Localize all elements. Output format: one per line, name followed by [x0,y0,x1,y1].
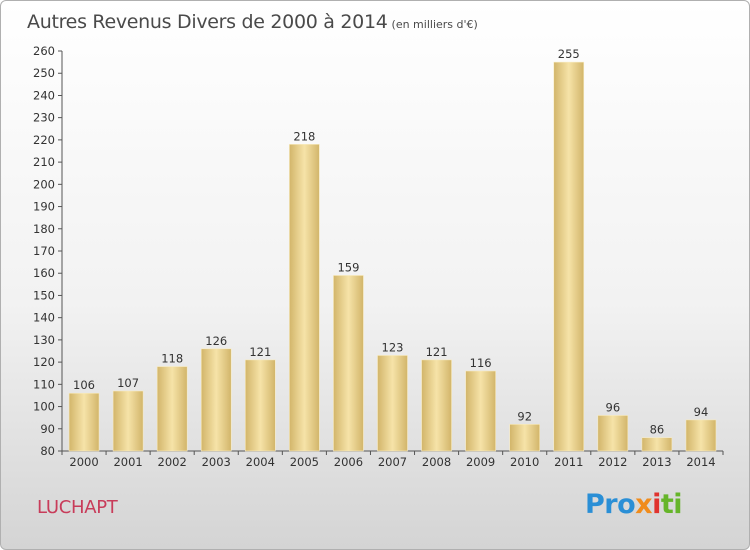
bar-value-label: 96 [606,400,621,414]
x-tick-label: 2001 [113,455,142,469]
x-tick-label: 2012 [598,455,627,469]
bar-value-label: 86 [650,423,665,437]
logo-part-4: ti [660,489,683,520]
bar-value-label: 92 [517,409,532,423]
x-tick-label: 2003 [202,455,231,469]
bar-value-label: 126 [205,334,227,348]
y-tick-label: 120 [33,355,55,369]
y-tick-label: 130 [33,333,55,347]
y-tick-label: 80 [40,444,55,458]
x-tick-label: 2011 [554,455,583,469]
bar-value-label: 116 [470,356,492,370]
y-tick-label: 110 [33,377,55,391]
bar-value-label: 118 [161,352,183,366]
y-tick-label: 210 [33,155,55,169]
x-tick-label: 2014 [686,455,715,469]
bar-value-label: 106 [73,378,95,392]
bar [465,370,496,452]
bar [333,275,364,452]
x-tick-label: 2013 [642,455,671,469]
y-tick-label: 260 [33,44,55,58]
x-tick-label: 2008 [422,455,451,469]
chart-title: Autres Revenus Divers de 2000 à 2014 (en … [27,11,478,33]
x-tick-label: 2007 [378,455,407,469]
y-tick-label: 100 [33,400,55,414]
location-label: LUCHAPT [37,497,118,518]
y-tick-label: 190 [33,200,55,214]
x-tick-label: 2004 [246,455,275,469]
y-tick-label: 230 [33,111,55,125]
unit-note: (en milliers d'€) [391,18,478,31]
bar [156,366,188,452]
x-tick-label: 2010 [510,455,539,469]
y-tick-label: 200 [33,177,55,191]
bar-value-label: 94 [694,405,709,419]
logo-part-1: Pro [585,489,636,520]
y-tick-label: 240 [33,88,55,102]
logo-part-2: x [635,489,653,520]
x-tick-label: 2000 [69,455,98,469]
bar-value-label: 123 [382,340,404,354]
x-tick-label: 2002 [158,455,187,469]
bar [421,359,452,452]
bar [641,437,673,452]
y-tick-label: 170 [33,244,55,258]
bar [377,355,408,452]
bar-value-label: 255 [558,47,580,61]
bar [68,392,100,452]
bar [112,390,144,452]
x-tick-label: 2006 [334,455,363,469]
bar [289,144,320,452]
bar-value-label: 107 [117,376,139,390]
y-tick-label: 140 [33,311,55,325]
y-tick-label: 180 [33,222,55,236]
bar-value-label: 121 [249,345,271,359]
bar [685,419,717,452]
bar [597,415,629,452]
proxiti-logo: Proxiti [585,489,683,520]
bar [553,61,585,452]
bar [245,359,276,452]
logo-part-3: i [652,489,661,520]
y-tick-label: 150 [33,288,55,302]
y-tick-label: 220 [33,133,55,147]
y-tick-label: 250 [33,66,55,80]
bar-value-label: 121 [426,345,448,359]
y-tick-label: 90 [40,422,55,436]
bar [509,424,541,452]
bar-value-label: 159 [337,260,359,274]
chart-title-text: Autres Revenus Divers de 2000 à 2014 [27,11,388,33]
x-tick-label: 2009 [466,455,495,469]
y-tick-label: 160 [33,266,55,280]
x-tick-label: 2005 [290,455,319,469]
bar [200,348,232,452]
bar-value-label: 218 [293,129,315,143]
